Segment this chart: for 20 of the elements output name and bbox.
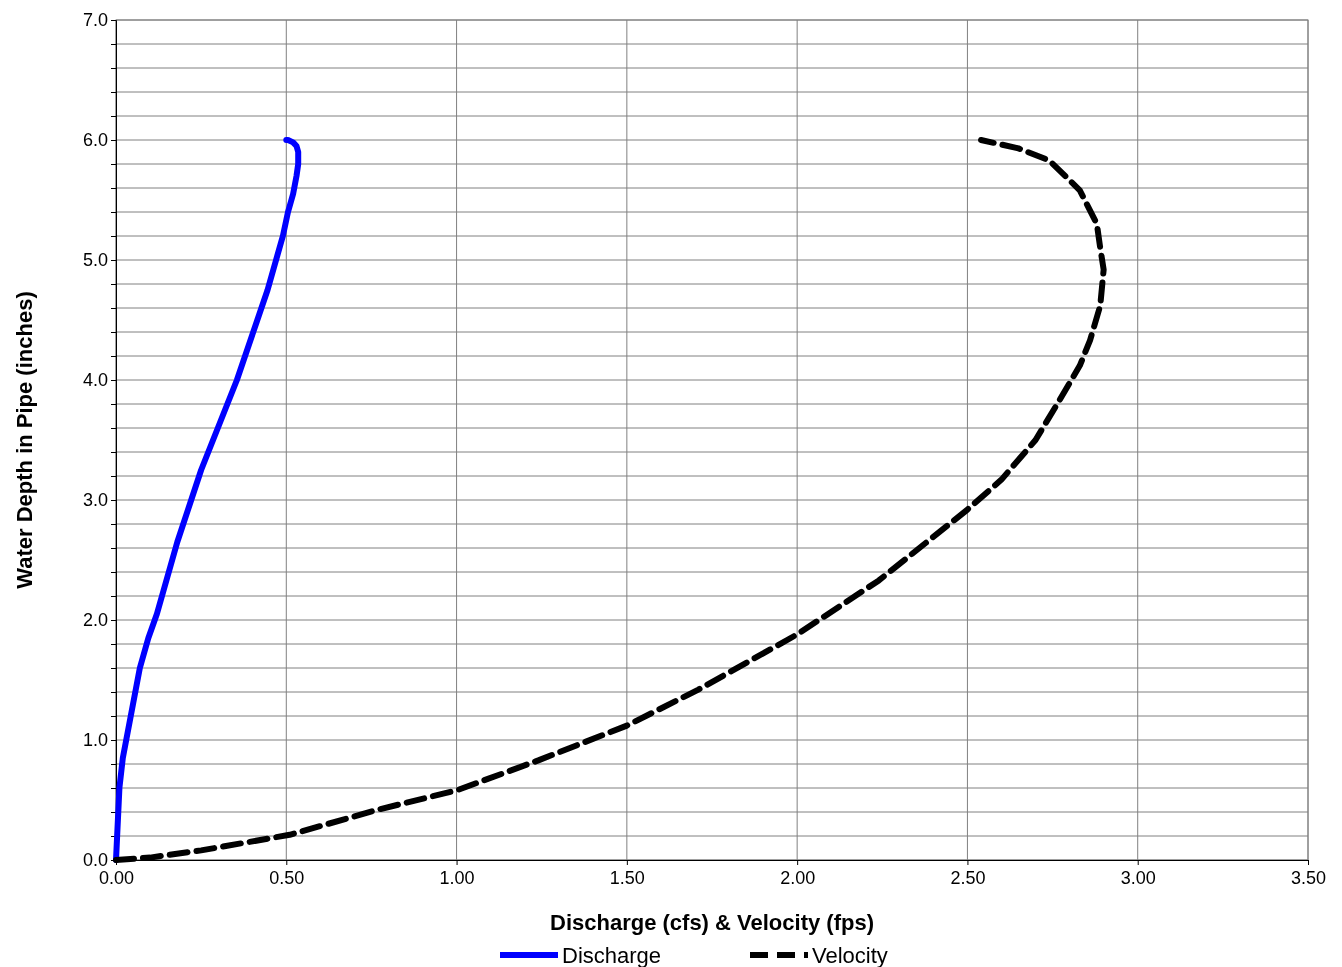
y-tick-label: 5.0: [82, 250, 108, 271]
y-tick-label: 2.0: [82, 610, 108, 631]
x-tick-label: 0.50: [269, 868, 305, 889]
legend-label: Discharge: [562, 943, 662, 967]
x-axis-title: Discharge (cfs) & Velocity (fps): [550, 910, 874, 935]
x-tick-label: 1.00: [439, 868, 475, 889]
y-tick-label: 7.0: [82, 10, 108, 31]
x-tick-label: 3.00: [1120, 868, 1156, 889]
y-tick-label: 0.0: [82, 850, 108, 871]
y-axis-title: Water Depth in Pipe (inches): [12, 291, 37, 589]
x-tick-label: 0.00: [98, 868, 135, 889]
legend-label: Velocity: [812, 943, 888, 967]
y-tick-label: 6.0: [82, 130, 108, 151]
x-tick-label: 1.50: [609, 868, 645, 889]
x-tick-label: 2.00: [780, 868, 816, 889]
x-tick-label: 2.50: [950, 868, 986, 889]
y-tick-label: 4.0: [82, 370, 108, 391]
x-tick-label: 3.50: [1290, 868, 1327, 889]
y-tick-label: 3.0: [82, 490, 108, 511]
y-tick-label: 1.0: [82, 730, 108, 751]
